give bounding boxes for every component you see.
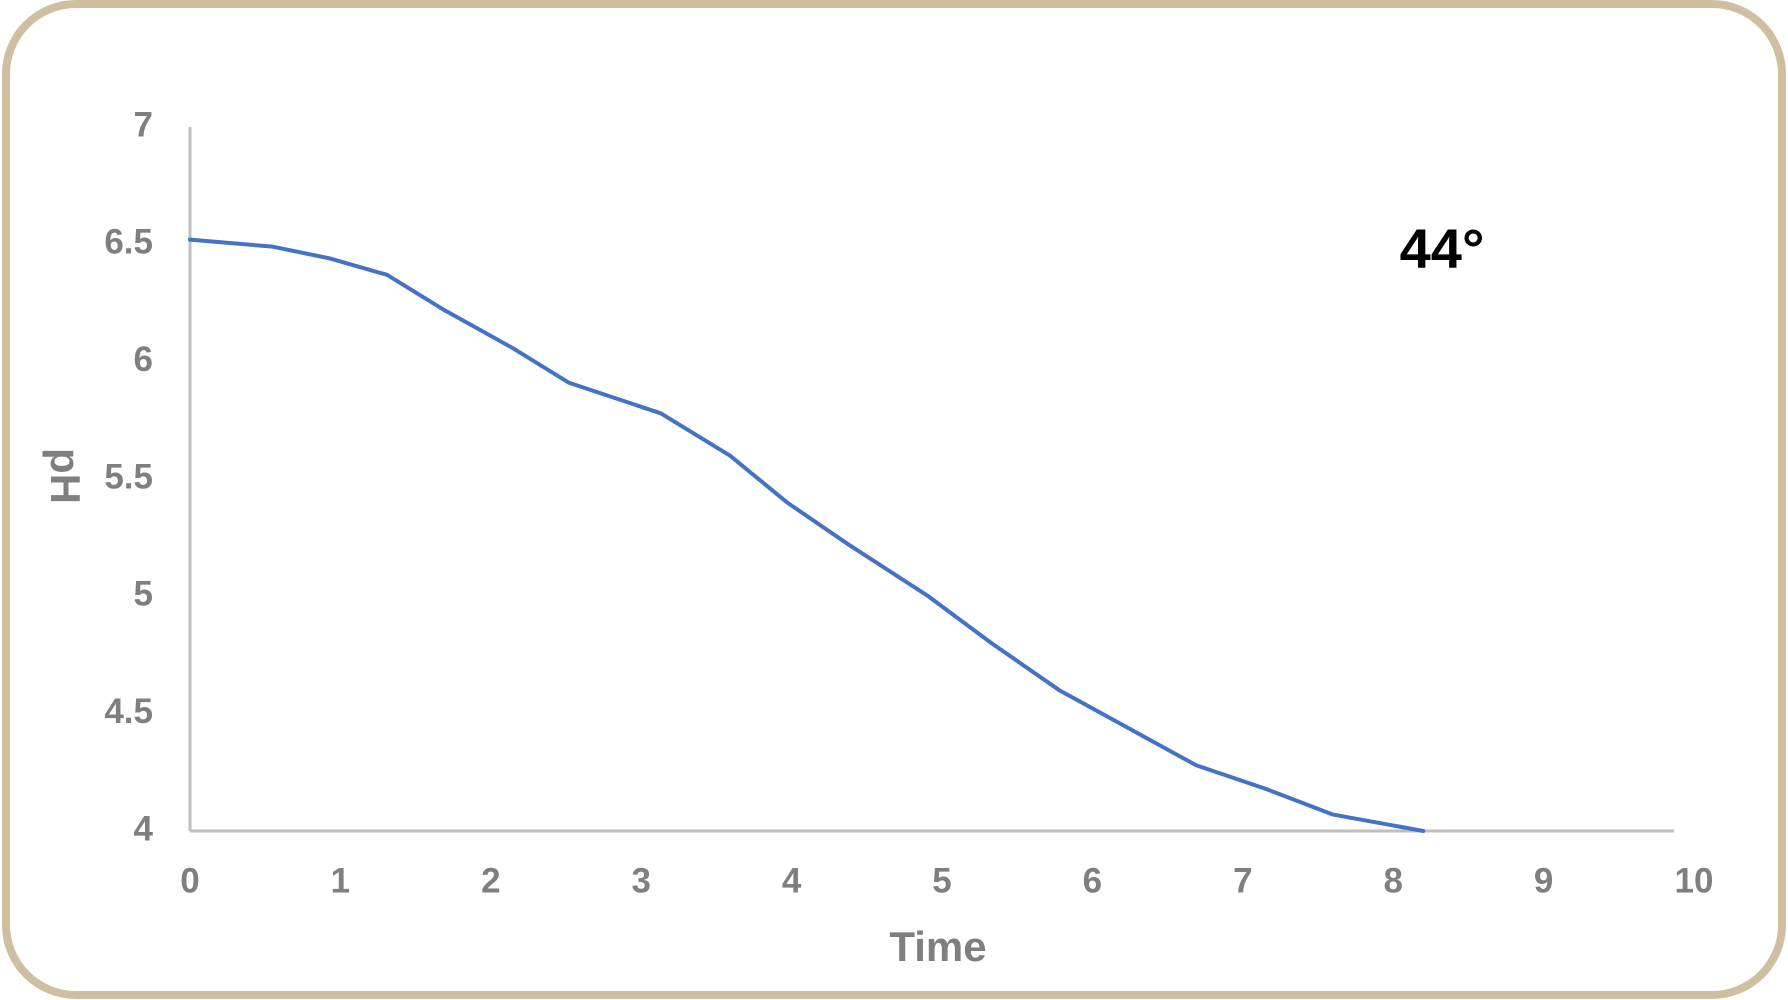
x-tick-label: 3 — [631, 861, 650, 900]
x-tick-label: 1 — [331, 861, 350, 900]
x-tick-label: 10 — [1675, 861, 1714, 900]
x-tick-label: 0 — [180, 861, 199, 900]
x-tick-label: 2 — [481, 861, 500, 900]
y-tick-label: 6 — [134, 340, 153, 379]
x-tick-label: 6 — [1083, 861, 1102, 900]
y-tick-label: 5.5 — [104, 457, 153, 496]
annotation: 44° — [1400, 217, 1485, 280]
y-tick-label: 6.5 — [104, 223, 153, 262]
x-tick-label: 8 — [1383, 861, 1402, 900]
y-tick-label: 4 — [134, 809, 154, 848]
x-axis-title: Time — [889, 923, 986, 970]
x-tick-label: 4 — [782, 861, 802, 900]
y-tick-label: 5 — [134, 575, 153, 614]
data-line — [188, 237, 1426, 833]
x-tick-label: 5 — [932, 861, 951, 900]
y-axis-title: pH — [42, 448, 89, 504]
x-tick-label: 9 — [1534, 861, 1553, 900]
y-tick-label: 7 — [134, 105, 153, 144]
x-tick-label: 7 — [1233, 861, 1252, 900]
y-tick-label: 4.5 — [104, 692, 153, 731]
